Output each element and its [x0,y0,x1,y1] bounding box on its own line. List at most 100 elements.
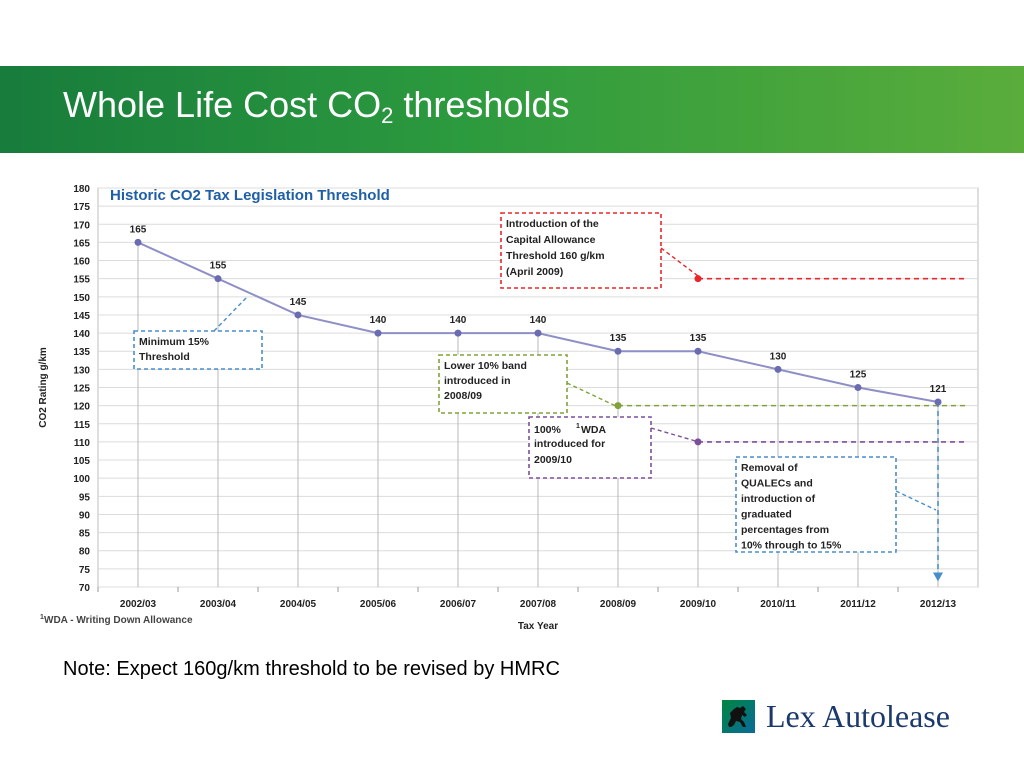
data-point [854,384,862,391]
annotation-text: Capital Allowance [506,234,596,246]
data-point [294,311,302,319]
annotation-text: introduced in [444,375,511,387]
y-tick-label: 170 [73,220,90,231]
y-tick-label: 125 [73,384,90,395]
y-tick-label: 140 [73,329,90,340]
annotation-text: graduated [741,509,792,521]
x-tick-label: 2011/12 [840,599,876,610]
chart-title: Historic CO2 Tax Legislation Threshold [110,187,390,204]
y-tick-label: 95 [79,492,91,503]
y-tick-label: 90 [79,510,91,521]
connector-lower10 [566,382,619,408]
annotation-text: (April 2009) [506,266,563,278]
x-tick-label: 2006/07 [440,599,477,610]
data-point [454,329,462,337]
y-axis-title: CO2 Rating g/km [38,347,49,428]
data-point [534,329,542,337]
x-tick-label: 2004/05 [280,599,317,610]
annotation-text: Minimum 15% [139,336,210,348]
data-label: 140 [450,315,467,326]
footnote-superscript: 1 [40,614,44,621]
connector-cap [660,247,703,280]
annotation-text: Introduction of the [506,218,599,230]
connector-wda [650,427,700,443]
data-label: 125 [850,370,867,381]
y-tick-label: 155 [73,275,90,286]
data-point [694,347,702,355]
data-point [934,398,942,406]
title-banner: Whole Life Cost CO2 thresholds [0,66,1024,153]
y-tick-label: 85 [79,529,91,540]
data-point [134,238,142,246]
connector-qualec [895,490,937,511]
footnote: WDA - Writing Down Allowance [44,615,193,626]
data-label: 140 [370,315,387,326]
annotation-box-qualec [735,456,897,553]
x-tick-label: 2009/10 [680,599,717,610]
annotation-box-wda [528,416,652,479]
y-tick-label: 160 [73,257,90,268]
x-tick-label: 2007/08 [520,599,557,610]
x-tick-label: 2005/06 [360,599,397,610]
data-label: 130 [770,351,787,362]
x-tick-label: 2003/04 [200,599,237,610]
annotation-text: 10% through to 15% [741,540,842,552]
y-tick-label: 175 [73,202,90,213]
note-text: Note: Expect 160g/km threshold to be rev… [63,658,560,680]
data-label: 135 [690,333,707,344]
x-axis-title: Tax Year [518,621,558,632]
y-tick-label: 75 [79,565,91,576]
y-tick-label: 105 [73,456,90,467]
y-tick-label: 120 [73,402,90,413]
x-tick-label: 2012/13 [920,599,957,610]
annotation-text: introduction of [741,493,816,505]
logo-text: Lex Autolease [766,698,950,734]
data-point [614,347,622,355]
chart-container: 70 75 80 85 90 95 100 105 110 115 120 125 130 135 140 1… [30,178,982,633]
data-label: 165 [130,224,147,235]
y-tick-label: 110 [74,438,91,449]
blue-arrow-head [933,572,943,582]
data-label: 145 [290,297,307,308]
annotation-text: Threshold [139,351,190,363]
connector-min15 [213,295,249,332]
annotation-text: 2009/10 [534,454,572,466]
y-tick-label: 150 [73,293,90,304]
annotation-text: WDA [581,424,606,436]
y-tick-label: 115 [74,420,91,431]
data-label: 135 [610,333,627,344]
annotation-text: QUALECs and [741,478,813,490]
annotation-text: Threshold 160 g/km [506,250,605,262]
co2-threshold-chart: 70 75 80 85 90 95 100 105 110 115 120 125 130 135 140 1… [38,184,979,632]
annotation-text: Lower 10% band [444,360,527,372]
x-tick-label: 2010/11 [760,599,796,610]
red-dashed-reference-point [694,275,702,283]
data-label: 140 [530,315,547,326]
green-dashed-reference-point [614,402,622,410]
annotation-box-min15 [133,330,263,370]
y-tick-label: 145 [73,311,90,322]
y-tick-label: 135 [73,347,90,358]
annotation-box-cap [500,212,662,289]
y-tick-label: 130 [73,365,90,376]
black-horse-logo-icon [722,700,755,733]
annotation-box-lower10 [438,354,568,414]
annotation-superscript: 1 [576,423,580,430]
page-title: Whole Life Cost CO2 thresholds [63,84,570,128]
data-label: 155 [210,261,227,272]
annotation-text: percentages from [741,524,829,536]
y-tick-label: 70 [79,583,91,594]
y-tick-label: 80 [79,547,91,558]
y-tick-label: 165 [73,238,90,249]
lex-autolease-logo: Lex Autolease [722,698,982,740]
annotation-text: introduced for [534,438,605,450]
data-point [214,275,222,283]
x-tick-label: 2002/03 [120,599,157,610]
data-point [774,365,782,373]
annotation-text: Removal of [741,462,798,474]
annotation-text: 2008/09 [444,390,482,402]
y-tick-label: 180 [73,184,90,195]
x-tick-label: 2008/09 [600,599,637,610]
annotation-text: 100% [534,424,562,436]
data-point [374,329,382,337]
